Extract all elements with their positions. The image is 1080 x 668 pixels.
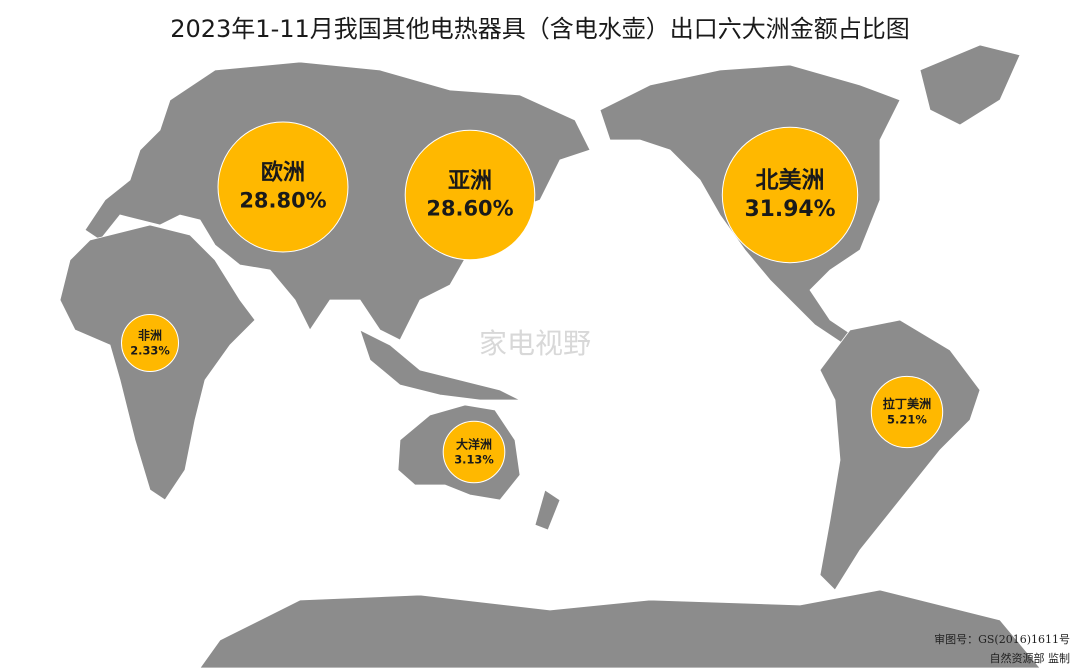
map-supervisor: 自然资源部 监制 <box>990 651 1071 665</box>
bubble-value: 3.13% <box>454 452 494 466</box>
bubble-name: 欧洲 <box>261 160 305 186</box>
bubble <box>120 313 180 373</box>
bubble <box>721 126 859 264</box>
bubble-value: 2.33% <box>130 343 170 357</box>
chart-title: 2023年1-11月我国其他电热器具（含电水壶）出口六大洲金额占比图 <box>170 15 910 43</box>
watermark: 家电视野 <box>479 327 591 360</box>
bubble-name: 亚洲 <box>448 169 492 194</box>
southeast-asia <box>359 329 521 401</box>
bubble-name: 拉丁美洲 <box>883 396 932 411</box>
bubble-value: 31.94% <box>744 197 835 222</box>
bubble-value: 5.21% <box>887 412 927 426</box>
south-america <box>819 319 981 591</box>
bubble-name: 非洲 <box>138 327 162 342</box>
bubble <box>404 129 536 261</box>
map-approval: 审图号：GS(2016)1611号 <box>934 632 1070 646</box>
new-zealand <box>534 489 561 531</box>
bubble-value: 28.80% <box>239 188 326 212</box>
bubble <box>217 121 349 253</box>
bubble-name: 北美洲 <box>756 167 825 194</box>
bubble-name: 大洋洲 <box>456 436 492 451</box>
bubble <box>870 375 944 449</box>
bubble-value: 28.60% <box>426 196 513 220</box>
bubble <box>442 420 506 484</box>
greenland <box>919 44 1021 126</box>
antarctica <box>199 589 1041 668</box>
